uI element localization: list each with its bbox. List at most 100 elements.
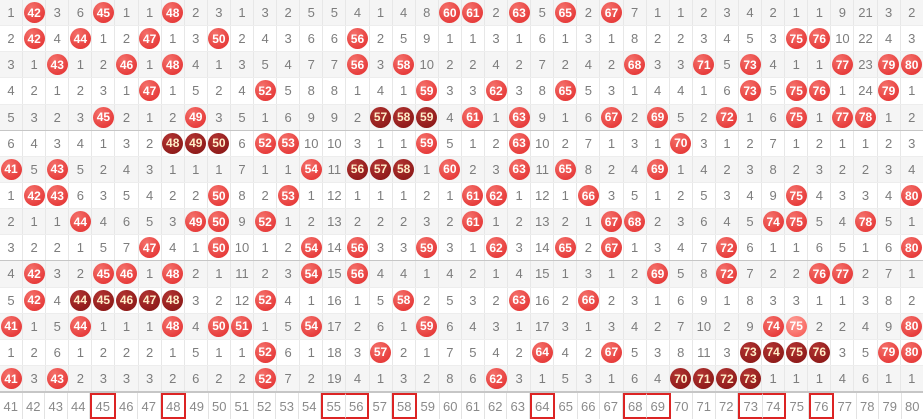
footer-number[interactable]: 42 [23,393,45,419]
miss-count-cell: 5 [854,339,878,365]
miss-count-cell: 4 [739,182,763,209]
footer-number[interactable]: 44 [68,393,90,419]
footer-number[interactable]: 70 [671,393,693,419]
footer-number[interactable]: 50 [209,393,231,419]
miss-count-cell: 8 [577,156,601,182]
miss-count-cell: 2 [693,0,716,26]
miss-count-cell: 2 [554,52,578,78]
miss-count-cell: 3 [647,339,670,365]
miss-count-cell: 3 [901,131,923,156]
miss-count: 7 [769,135,777,151]
footer-number[interactable]: 46 [116,393,138,419]
footer-number[interactable]: 75 [786,393,809,419]
miss-count-cell: 1 [416,156,439,182]
miss-count: 9 [330,109,338,125]
miss-count-cell: 1 [485,261,509,287]
miss-count-cell: 4 [277,287,301,313]
footer-number[interactable]: 49 [186,393,209,419]
drawn-number-cell: 80 [901,314,923,339]
footer-number[interactable]: 80 [905,398,920,414]
footer-number[interactable]: 52 [254,393,276,419]
miss-count-cell: 3 [231,52,255,78]
miss-count: 5 [700,188,708,204]
footer-number[interactable]: 61 [462,393,485,419]
footer-number[interactable]: 71 [693,393,716,419]
miss-count: 1 [215,161,223,177]
footer-number-boxed[interactable]: 76 [808,393,834,419]
footer-number[interactable]: 43 [45,393,68,419]
footer-number-boxed[interactable]: 48 [160,393,186,419]
footer-number[interactable]: 59 [417,393,440,419]
miss-count: 2 [815,318,823,334]
drawn-number-ball: 50 [208,211,230,233]
footer-number[interactable]: 78 [857,393,879,419]
footer-number[interactable]: 47 [138,393,161,419]
miss-count-cell: 1 [139,52,162,78]
footer-number[interactable]: 67 [600,393,623,419]
miss-count: 1 [861,240,870,256]
drawn-number-ball: 65 [554,80,576,102]
drawn-number-ball: 50 [208,185,230,207]
drawn-number-cell: 57 [370,156,393,182]
drawn-number-ball: 67 [600,211,622,233]
footer-number[interactable]: 60 [440,393,462,419]
miss-count-cell: 4 [485,52,509,78]
drawn-number-ball: 69 [647,106,669,128]
footer-number-boxed[interactable]: 68 [622,393,647,419]
miss-count: 1 [376,371,385,387]
drawn-number-cell: 63 [508,287,532,313]
miss-count: 3 [815,161,823,177]
miss-count-cell: 2 [785,261,809,287]
footer-number[interactable]: 41 [0,393,23,419]
miss-count-cell: 4 [69,130,93,156]
footer-number-boxed[interactable]: 74 [762,393,786,419]
footer-number-boxed[interactable]: 56 [345,393,369,419]
footer-number[interactable]: 72 [716,393,738,419]
miss-count: 3 [492,318,500,334]
footer-number[interactable]: 62 [485,393,507,419]
footer-number[interactable]: 65 [555,393,578,419]
drawn-number-ball: 56 [346,28,368,50]
footer-number-boxed[interactable]: 69 [647,393,671,419]
miss-count: 12 [327,188,342,204]
footer-number-boxed[interactable]: 58 [391,393,417,419]
miss-count-cell: 3 [393,235,416,261]
drawn-number-ball: 68 [624,54,646,76]
drawn-number-cell: 65 [554,0,578,26]
miss-count: 1 [908,214,916,230]
footer-number[interactable]: 57 [369,393,392,419]
miss-count-cell: 1 [831,78,855,104]
footer-number[interactable]: 54 [299,393,321,419]
footer-row: 41 42 43 44 45 46 47 48 49 50 51 52 53 54 55 56 57 58 59 60… [0,392,923,419]
miss-count: 6 [192,371,200,387]
miss-count-cell: 3 [878,0,901,26]
miss-count-cell: 1 [300,182,324,209]
footer-number-boxed[interactable]: 55 [321,393,346,419]
footer-number[interactable]: 79 [879,393,902,419]
miss-count: 2 [145,135,154,151]
drawn-number-cell: 43 [46,182,70,209]
miss-count: 5 [838,240,847,256]
footer-number[interactable]: 51 [231,393,254,419]
drawn-number-ball: 49 [185,132,207,154]
drawn-number-ball: 58 [393,54,415,76]
miss-count-cell: 1 [162,339,185,365]
miss-count: 6 [76,188,84,204]
footer-number[interactable]: 77 [834,393,857,419]
footer-number-boxed[interactable]: 45 [90,393,116,419]
footer-number[interactable]: 53 [276,393,299,419]
miss-count-cell: 7 [231,156,255,182]
miss-count-cell: 1 [23,52,47,78]
miss-count-cell: 1 [901,366,923,391]
footer-number[interactable]: 63 [507,393,530,419]
miss-count-cell: 5 [46,313,70,339]
miss-count: 2 [838,318,847,334]
miss-count-cell: 8 [300,78,324,104]
miss-count-cell: 4 [393,261,416,287]
drawn-number-cell: 44 [69,209,93,235]
footer-number-boxed[interactable]: 64 [529,393,555,419]
miss-count-cell: 1 [670,156,693,182]
footer-number[interactable]: 66 [578,393,600,419]
footer-number-boxed[interactable]: 73 [738,393,763,419]
